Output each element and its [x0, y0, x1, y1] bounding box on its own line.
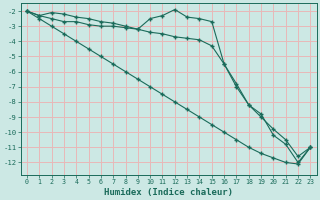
X-axis label: Humidex (Indice chaleur): Humidex (Indice chaleur) — [104, 188, 233, 197]
